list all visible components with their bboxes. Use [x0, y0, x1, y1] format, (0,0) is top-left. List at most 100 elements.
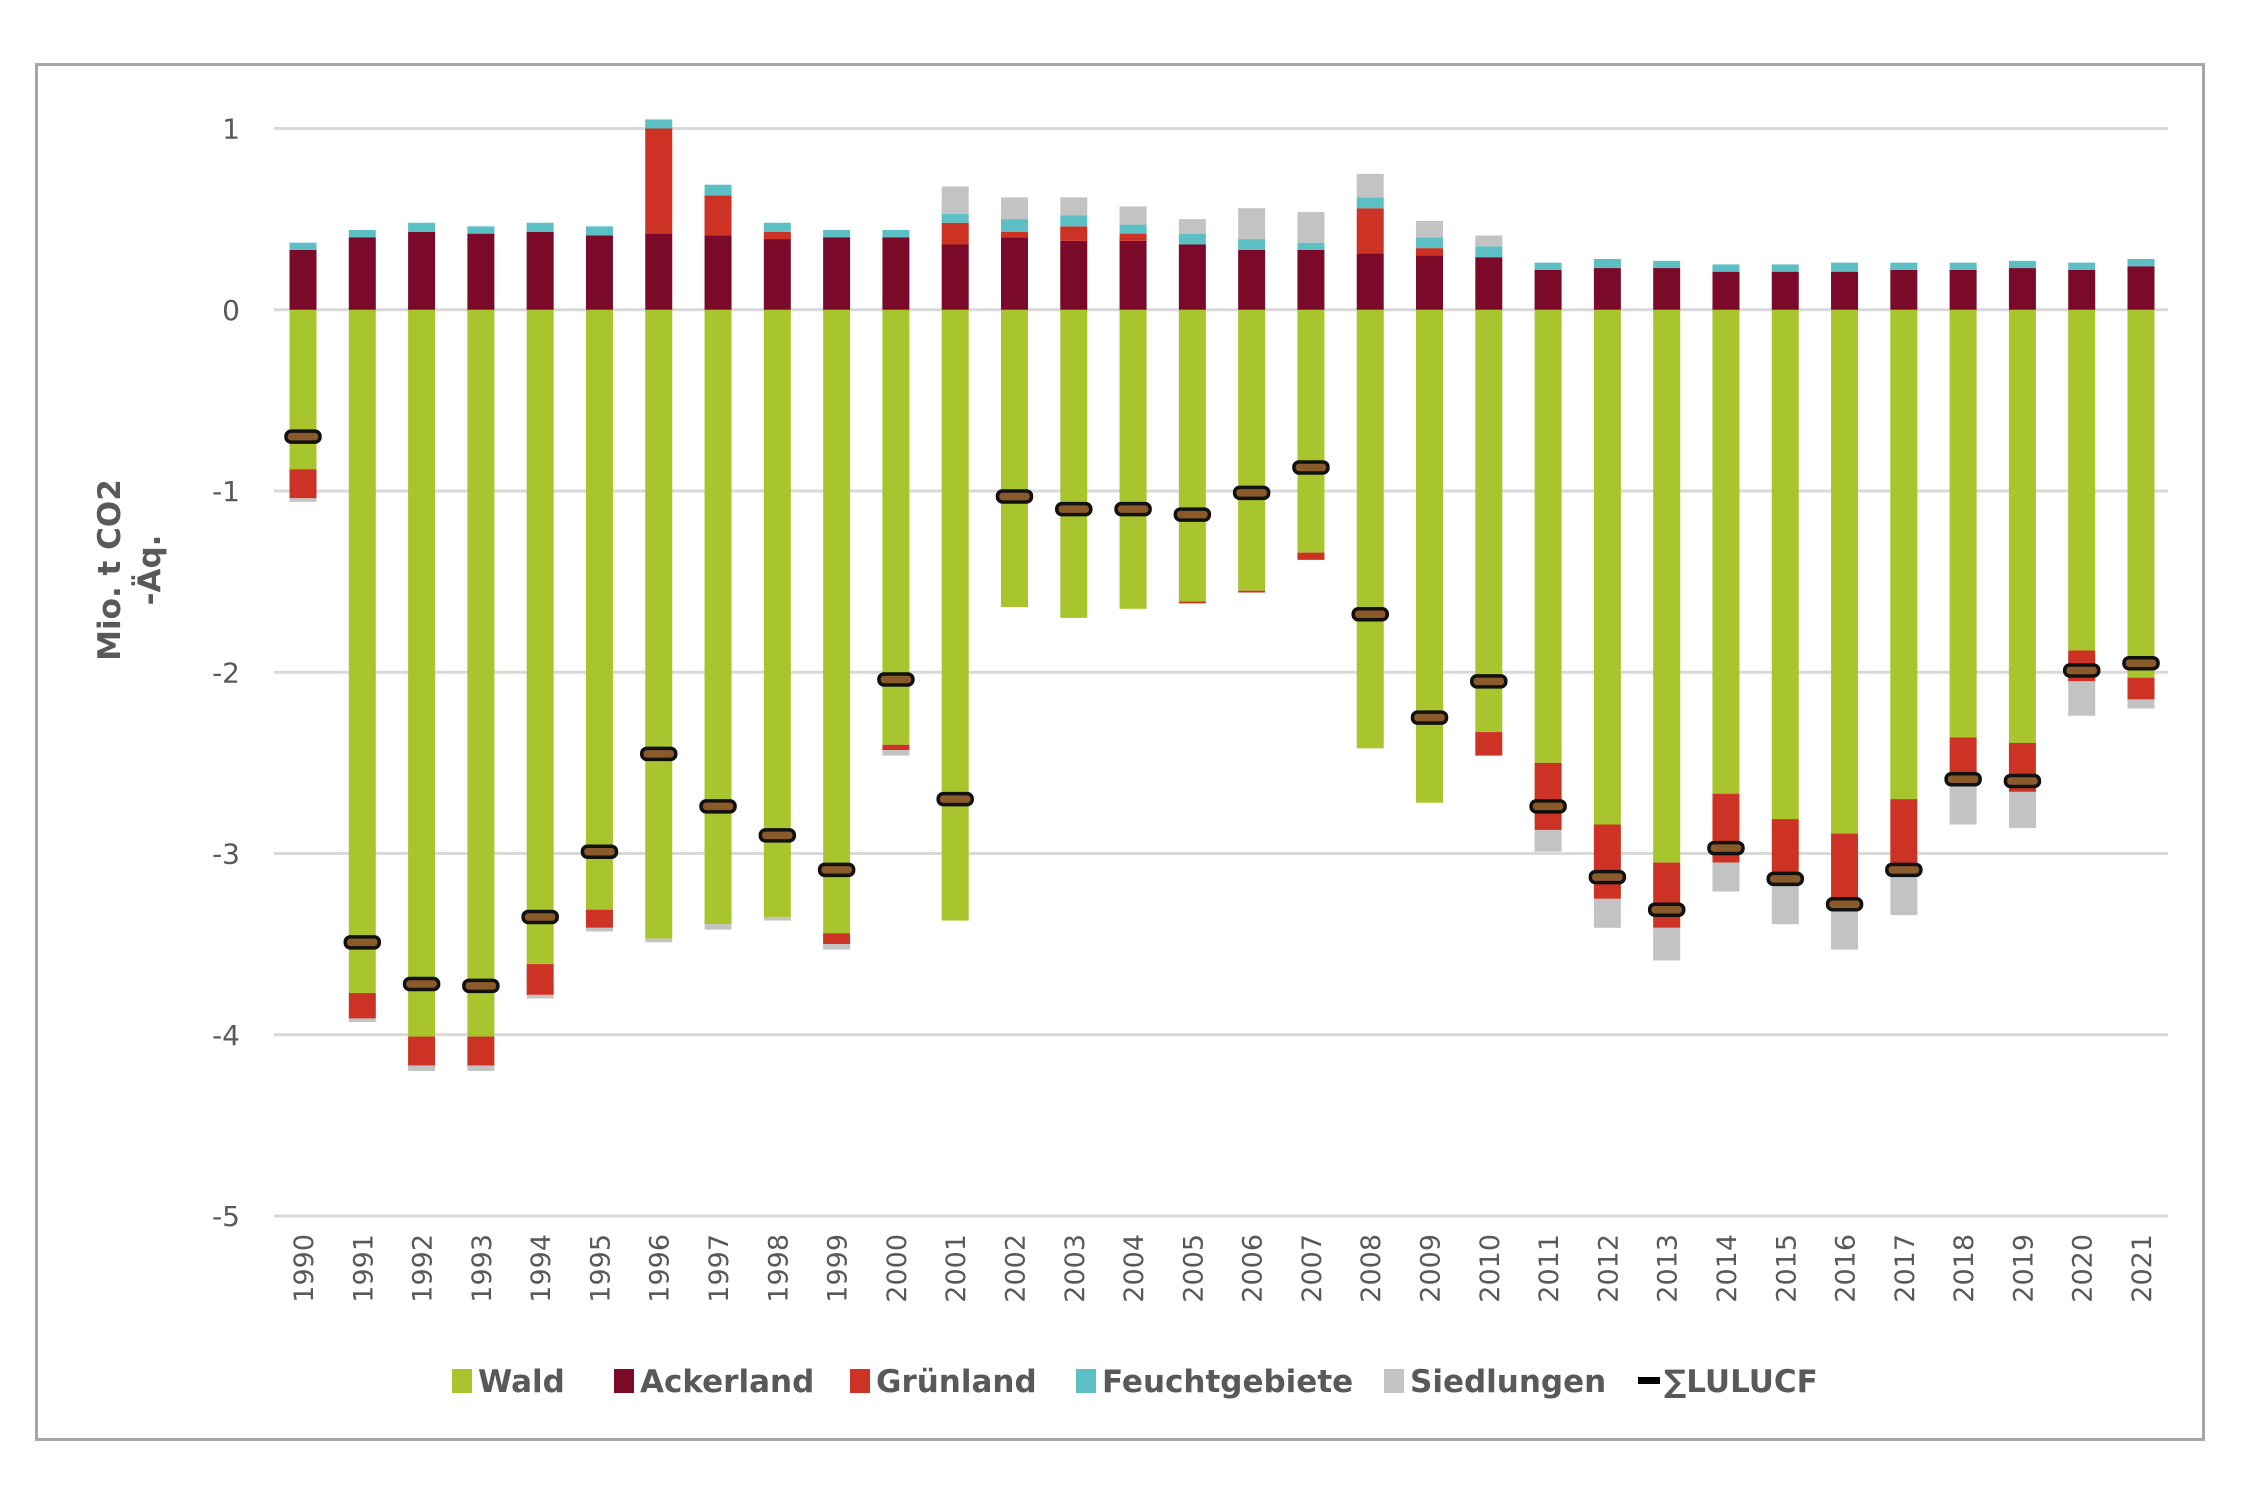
x-tick-label: 2021	[2127, 1234, 2158, 1303]
bar-segment-feuchtgebiete-2002	[1000, 219, 1028, 232]
x-tick-label: 2010	[1475, 1234, 1506, 1303]
legend-item-gr-nland: Grünland	[850, 1364, 1037, 1400]
y-axis-label-line-1: Mio. t CO2	[92, 479, 128, 661]
x-tick-label: 2007	[1297, 1234, 1328, 1303]
bar-segment-siedlungen-2020	[2068, 681, 2096, 716]
bar-segment-wald-2009	[1416, 309, 1444, 803]
legend-label: Ackerland	[640, 1364, 814, 1400]
bar-segment-wald-2016	[1831, 309, 1859, 834]
total-marker-1991	[343, 935, 382, 950]
bar-segment-feuchtgebiete-2008	[1356, 197, 1384, 209]
y-tick-label: -5	[212, 1200, 240, 1233]
total-marker-1993	[462, 978, 500, 994]
bar-segment-gr-nland-2008	[1356, 208, 1384, 254]
bar-segment-wald-1995	[585, 309, 613, 910]
bar-segment-wald-2010	[1475, 309, 1503, 733]
bar-segment-gr-nland-2002	[1000, 231, 1028, 238]
x-tick-label: 2008	[1356, 1234, 1387, 1303]
bar-segment-siedlungen-1991	[348, 1018, 376, 1023]
bar-segment-siedlungen-1993	[467, 1065, 495, 1071]
legend-item-ackerland: Ackerland	[614, 1364, 814, 1400]
bar-segment-siedlungen-1994	[526, 994, 554, 999]
legend-label: Siedlungen	[1410, 1364, 1606, 1400]
x-tick-label: 2018	[1949, 1234, 1980, 1303]
bar-segment-ackerland-2019	[2008, 268, 2036, 310]
bar-segment-feuchtgebiete-1998	[763, 222, 791, 232]
x-tick-label: 2013	[1653, 1234, 1684, 1303]
x-tick-label: 2020	[2068, 1234, 2099, 1303]
total-marker-2014	[1707, 840, 1745, 856]
y-tick-label: -4	[212, 1019, 240, 1052]
x-tick-label: 1998	[763, 1234, 794, 1303]
bar-segment-ackerland-2018	[1949, 269, 1977, 310]
total-marker-1995	[580, 844, 619, 859]
legend-swatch-icon	[1076, 1369, 1096, 1393]
bar-segment-ackerland-1993	[467, 233, 495, 310]
bar-segment-gr-nland-2013	[1653, 862, 1681, 928]
bar-segment-wald-2001	[941, 309, 969, 921]
x-tick-label: 1994	[526, 1234, 557, 1303]
total-marker-2004	[1114, 501, 1152, 517]
bar-segment-feuchtgebiete-1996	[645, 119, 673, 129]
legend-swatch-icon	[452, 1369, 472, 1393]
legend-swatch-icon	[614, 1369, 634, 1393]
bar-segment-gr-nland-1993	[467, 1036, 495, 1066]
bar-segment-ackerland-2012	[1593, 268, 1621, 310]
total-marker-2016	[1825, 897, 1864, 912]
bar-segment-feuchtgebiete-2006	[1238, 239, 1266, 250]
bar-segment-siedlungen-2002	[1000, 197, 1028, 220]
bar-segment-siedlungen-2011	[1534, 829, 1562, 852]
bar-segment-ackerland-2006	[1238, 249, 1266, 310]
bar-segment-wald-1994	[526, 309, 554, 965]
bar-segment-feuchtgebiete-2018	[1949, 262, 1977, 270]
legend-label: ∑LULUCF	[1664, 1364, 1818, 1400]
bar-segment-siedlungen-2001	[941, 186, 969, 214]
bar-segment-gr-nland-2021	[2127, 677, 2155, 700]
legend-label: Grünland	[876, 1364, 1037, 1400]
bar-segment-wald-2005	[1178, 309, 1206, 602]
bar-segment-siedlungen-2004	[1119, 206, 1147, 225]
legend-swatch-icon	[850, 1369, 870, 1393]
x-tick-label: 2017	[1890, 1234, 1921, 1303]
y-axis-label-line-2: -Äq.	[132, 535, 168, 606]
x-tick-label: 1992	[408, 1234, 439, 1303]
total-marker-1990	[284, 429, 322, 444]
bar-segment-siedlungen-2016	[1831, 909, 1859, 950]
bar-segment-siedlungen-2010	[1475, 235, 1503, 247]
bar-segment-ackerland-2001	[941, 244, 969, 310]
x-tick-label: 1995	[585, 1234, 616, 1303]
bar-segment-siedlungen-2019	[2008, 791, 2036, 829]
bar-segment-siedlungen-2007	[1297, 211, 1325, 243]
bar-segment-gr-nland-1995	[585, 909, 613, 928]
total-marker-2000	[877, 672, 915, 687]
bar-segment-siedlungen-2006	[1238, 208, 1266, 240]
bar-segment-siedlungen-2018	[1949, 781, 1977, 825]
bar-segment-wald-2014	[1712, 309, 1740, 794]
bar-segment-wald-1993	[467, 309, 495, 1037]
bar-segment-ackerland-2008	[1356, 253, 1384, 310]
total-marker-2001	[936, 791, 974, 807]
bar-segment-feuchtgebiete-2021	[2127, 259, 2155, 267]
bar-segment-siedlungen-1992	[408, 1065, 436, 1071]
bar-segment-siedlungen-2013	[1653, 927, 1681, 961]
bar-segment-wald-1996	[645, 309, 673, 939]
bar-segment-siedlungen-2005	[1178, 219, 1206, 234]
total-marker-2017	[1885, 862, 1923, 878]
bar-segment-ackerland-2010	[1475, 257, 1503, 310]
bar-segment-feuchtgebiete-2004	[1119, 224, 1147, 234]
total-marker-2013	[1647, 902, 1686, 917]
total-marker-1992	[402, 976, 441, 992]
y-tick-label: -3	[212, 838, 240, 871]
total-marker-2011	[1529, 799, 1567, 814]
x-tick-label: 1990	[289, 1234, 320, 1303]
bar-segment-feuchtgebiete-2012	[1593, 259, 1621, 269]
total-marker-2012	[1588, 869, 1627, 885]
bar-segment-siedlungen-1998	[763, 916, 791, 921]
bar-segment-feuchtgebiete-2016	[1831, 262, 1859, 272]
y-tick-label: 1	[222, 113, 240, 146]
legend-label: Feuchtgebiete	[1102, 1364, 1353, 1400]
x-tick-label: 2001	[941, 1234, 972, 1303]
bar-segment-siedlungen-2014	[1712, 862, 1740, 892]
bar-segment-gr-nland-2010	[1475, 732, 1503, 756]
bar-segment-feuchtgebiete-2015	[1771, 264, 1799, 272]
